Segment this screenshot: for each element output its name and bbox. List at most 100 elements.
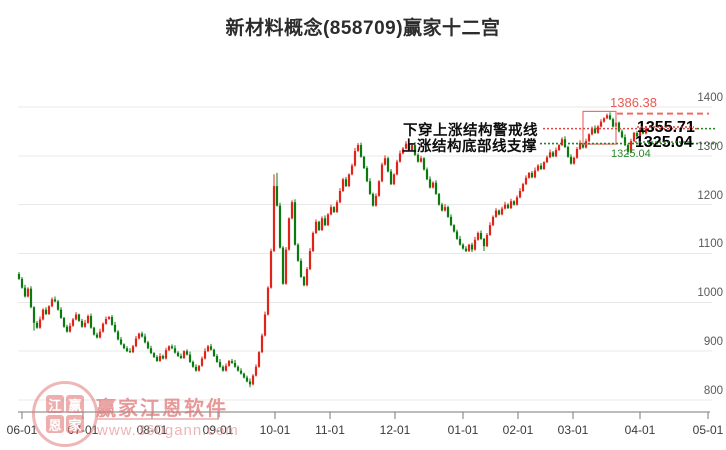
candle-body xyxy=(32,307,36,323)
candle-body xyxy=(230,360,234,363)
candle-body xyxy=(509,201,513,209)
candle-body xyxy=(518,190,522,198)
candle-body xyxy=(524,177,528,185)
candle-body xyxy=(314,221,318,233)
candle-body xyxy=(413,145,417,155)
warning-line-annotation: 下穿上涨结构警戒线 xyxy=(403,122,538,139)
candle-body xyxy=(23,287,27,297)
candle-body xyxy=(557,145,561,150)
candle-body xyxy=(311,232,315,252)
candle-body xyxy=(287,218,291,250)
candle-body xyxy=(203,351,207,359)
candle-body xyxy=(479,232,483,239)
candle-body xyxy=(419,158,423,162)
candle-body xyxy=(365,168,369,182)
candle-body xyxy=(56,301,60,310)
x-axis-label: 10-01 xyxy=(259,423,291,437)
candle-body xyxy=(356,145,360,151)
candle-body xyxy=(104,318,108,324)
candle-body xyxy=(461,244,465,249)
candle-body xyxy=(527,172,531,178)
candle-body xyxy=(170,346,174,349)
candle-body xyxy=(632,132,636,142)
candle-body xyxy=(401,148,405,154)
y-axis-label: 900 xyxy=(703,336,723,349)
candle-body xyxy=(323,218,327,226)
candle-body xyxy=(437,193,441,205)
y-axis-label: 1400 xyxy=(697,92,723,104)
candle-body xyxy=(53,299,57,302)
candle-body xyxy=(290,202,294,219)
candle-body xyxy=(593,128,597,133)
candle-body xyxy=(113,324,117,332)
candle-body xyxy=(329,207,333,215)
candle-body xyxy=(431,182,435,188)
x-axis-label: 02-01 xyxy=(502,423,534,437)
candle-body xyxy=(578,143,582,149)
structure-box xyxy=(582,110,617,145)
candle-body xyxy=(389,171,393,185)
candle-body xyxy=(227,360,231,366)
candle-body xyxy=(455,231,459,239)
candle-body xyxy=(50,299,54,307)
candle-body xyxy=(140,333,144,337)
candle-body xyxy=(29,288,33,308)
candle-body xyxy=(416,154,420,162)
candle-body xyxy=(149,348,153,354)
x-axis-label: 06-01 xyxy=(6,423,38,437)
candle-body xyxy=(320,218,324,231)
candle-body xyxy=(422,158,426,170)
candle-body xyxy=(125,348,129,352)
candle-body xyxy=(350,165,354,175)
candle-body xyxy=(317,221,321,231)
candle-body xyxy=(80,320,84,327)
candle-body xyxy=(299,260,303,277)
candle-body xyxy=(206,346,210,352)
candle-body xyxy=(137,333,141,339)
candle-body xyxy=(74,314,78,320)
x-axis-label: 11-01 xyxy=(315,423,345,437)
candle-body xyxy=(296,244,300,261)
candle-body xyxy=(293,202,297,245)
candle-body xyxy=(152,353,156,358)
candle-body xyxy=(575,148,579,158)
candle-body xyxy=(245,377,249,382)
candle-body xyxy=(560,139,564,146)
candle-body xyxy=(515,197,519,205)
candle-body xyxy=(392,174,396,185)
candle-body xyxy=(212,349,216,357)
candle-body xyxy=(179,356,183,359)
candle-body xyxy=(344,179,348,187)
candle-body xyxy=(383,158,387,165)
candle-body xyxy=(446,207,450,217)
support-line-value-tag: 1325.04 xyxy=(611,147,651,160)
candle-body xyxy=(233,362,237,367)
y-axis-label: 1300 xyxy=(697,140,723,153)
candle-body xyxy=(539,165,543,170)
peak-price-label: 1386.38 xyxy=(610,94,657,110)
candle-body xyxy=(605,115,609,119)
candle-body xyxy=(503,204,507,209)
candle-body xyxy=(590,128,594,135)
candle-body xyxy=(470,244,474,250)
candle-body xyxy=(38,319,42,328)
candle-body xyxy=(335,202,339,212)
candle-body xyxy=(428,179,432,188)
candle-body xyxy=(275,186,279,206)
x-axis-label: 03-01 xyxy=(557,423,589,437)
candle-body xyxy=(92,327,96,335)
candle-body xyxy=(569,156,573,164)
candle-body xyxy=(398,153,402,162)
candle-body xyxy=(500,208,504,215)
candle-body xyxy=(473,239,477,250)
candle-body xyxy=(566,147,570,157)
candle-body xyxy=(542,162,546,170)
candle-body xyxy=(305,269,309,286)
candle-body xyxy=(512,201,516,205)
candle-body xyxy=(173,348,177,353)
candle-body xyxy=(71,319,75,326)
candle-body xyxy=(407,143,411,150)
candle-body xyxy=(617,122,621,132)
candle-body xyxy=(467,244,471,252)
